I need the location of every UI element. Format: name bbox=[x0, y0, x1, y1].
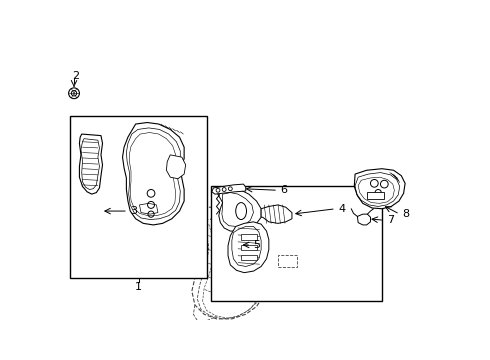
Text: 4: 4 bbox=[338, 204, 345, 214]
Text: 7: 7 bbox=[387, 215, 394, 225]
Polygon shape bbox=[228, 222, 269, 273]
Polygon shape bbox=[167, 155, 186, 179]
Polygon shape bbox=[241, 245, 257, 249]
Polygon shape bbox=[368, 192, 384, 199]
Text: 5: 5 bbox=[253, 240, 261, 250]
Polygon shape bbox=[79, 134, 102, 194]
Text: 1: 1 bbox=[135, 282, 142, 292]
Ellipse shape bbox=[236, 203, 246, 220]
Polygon shape bbox=[261, 205, 292, 223]
Text: 8: 8 bbox=[402, 209, 409, 219]
Text: 6: 6 bbox=[280, 185, 287, 195]
Polygon shape bbox=[241, 255, 257, 260]
Polygon shape bbox=[241, 234, 257, 239]
Text: 2: 2 bbox=[72, 71, 79, 81]
Text: 3: 3 bbox=[130, 206, 137, 216]
Bar bbox=[211, 186, 382, 301]
Polygon shape bbox=[140, 203, 158, 214]
Polygon shape bbox=[357, 214, 370, 225]
Polygon shape bbox=[354, 169, 405, 209]
Polygon shape bbox=[212, 184, 245, 194]
Polygon shape bbox=[122, 122, 184, 225]
Polygon shape bbox=[217, 188, 261, 231]
Bar bbox=[70, 116, 207, 278]
